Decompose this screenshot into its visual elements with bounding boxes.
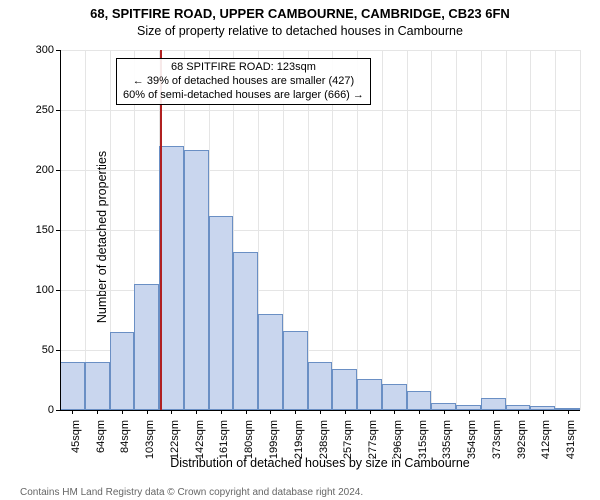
gridline-h — [60, 50, 580, 51]
histogram-bar — [308, 362, 333, 410]
x-tick-mark — [97, 410, 98, 414]
histogram-bar — [332, 369, 357, 410]
x-tick-mark — [543, 410, 544, 414]
x-tick-mark — [147, 410, 148, 414]
x-tick-label: 392sqm — [516, 420, 528, 459]
y-tick-label: 200 — [14, 164, 54, 176]
x-tick-mark — [370, 410, 371, 414]
x-tick-mark — [270, 410, 271, 414]
gridline-v — [431, 50, 432, 410]
histogram-bar — [159, 146, 184, 410]
gridline-v — [407, 50, 408, 410]
x-tick-label: 257sqm — [342, 420, 354, 459]
x-tick-mark — [444, 410, 445, 414]
gridline-v — [456, 50, 457, 410]
histogram-bar — [357, 379, 382, 410]
x-tick-mark — [320, 410, 321, 414]
x-tick-mark — [518, 410, 519, 414]
gridline-v — [85, 50, 86, 410]
y-tick-label: 300 — [14, 44, 54, 56]
callout-line2: ← 39% of detached houses are smaller (42… — [123, 75, 364, 89]
y-tick-label: 100 — [14, 284, 54, 296]
x-tick-label: 199sqm — [268, 420, 280, 459]
histogram-bar — [233, 252, 258, 410]
histogram-bar — [431, 403, 456, 410]
histogram-bar — [382, 384, 407, 410]
x-tick-mark — [469, 410, 470, 414]
x-tick-label: 84sqm — [119, 420, 131, 453]
y-tick-mark — [56, 170, 60, 171]
histogram-bar — [209, 216, 234, 410]
x-tick-mark — [221, 410, 222, 414]
histogram-bar — [134, 284, 159, 410]
x-tick-mark — [493, 410, 494, 414]
x-tick-label: 238sqm — [318, 420, 330, 459]
x-tick-mark — [295, 410, 296, 414]
gridline-h — [60, 110, 580, 111]
gridline-v — [580, 50, 581, 410]
x-tick-mark — [196, 410, 197, 414]
attribution-footer: Contains HM Land Registry data © Crown c… — [20, 487, 363, 498]
page-title: 68, SPITFIRE ROAD, UPPER CAMBOURNE, CAMB… — [0, 6, 600, 21]
footer-line1: Contains HM Land Registry data © Crown c… — [20, 487, 363, 498]
gridline-v — [506, 50, 507, 410]
x-tick-label: 431sqm — [565, 420, 577, 459]
reference-callout-box: 68 SPITFIRE ROAD: 123sqm ← 39% of detach… — [116, 58, 371, 105]
x-tick-label: 161sqm — [218, 420, 230, 459]
x-tick-mark — [122, 410, 123, 414]
x-tick-mark — [394, 410, 395, 414]
chart-container: 68, SPITFIRE ROAD, UPPER CAMBOURNE, CAMB… — [0, 0, 600, 500]
x-tick-label: 142sqm — [194, 420, 206, 459]
histogram-bar — [283, 331, 308, 410]
y-tick-label: 50 — [14, 344, 54, 356]
y-tick-mark — [56, 110, 60, 111]
callout-line3: 60% of semi-detached houses are larger (… — [123, 89, 364, 103]
y-tick-mark — [56, 230, 60, 231]
y-tick-mark — [56, 290, 60, 291]
gridline-v — [382, 50, 383, 410]
histogram-bar — [481, 398, 506, 410]
histogram-bar — [258, 314, 283, 410]
y-tick-label: 250 — [14, 104, 54, 116]
x-tick-mark — [568, 410, 569, 414]
x-tick-label: 219sqm — [293, 420, 305, 459]
gridline-h — [60, 230, 580, 231]
histogram-bar — [407, 391, 432, 410]
y-tick-label: 0 — [14, 404, 54, 416]
gridline-v — [530, 50, 531, 410]
x-tick-label: 64sqm — [95, 420, 107, 453]
x-tick-label: 103sqm — [144, 420, 156, 459]
chart-subtitle: Size of property relative to detached ho… — [0, 24, 600, 38]
x-tick-label: 335sqm — [441, 420, 453, 459]
y-tick-mark — [56, 350, 60, 351]
histogram-bar — [110, 332, 135, 410]
x-tick-mark — [345, 410, 346, 414]
histogram-bar — [184, 150, 209, 410]
x-tick-label: 315sqm — [417, 420, 429, 459]
x-tick-label: 180sqm — [243, 420, 255, 459]
x-tick-mark — [419, 410, 420, 414]
gridline-h — [60, 170, 580, 171]
x-tick-label: 45sqm — [70, 420, 82, 453]
x-tick-label: 122sqm — [169, 420, 181, 459]
gridline-v — [481, 50, 482, 410]
callout-line1: 68 SPITFIRE ROAD: 123sqm — [123, 61, 364, 75]
x-tick-label: 412sqm — [540, 420, 552, 459]
x-tick-label: 296sqm — [392, 420, 404, 459]
gridline-v — [555, 50, 556, 410]
x-tick-label: 277sqm — [367, 420, 379, 459]
x-tick-label: 354sqm — [466, 420, 478, 459]
y-tick-mark — [56, 410, 60, 411]
y-axis-line — [60, 50, 61, 410]
y-tick-mark — [56, 50, 60, 51]
x-tick-mark — [171, 410, 172, 414]
x-tick-mark — [246, 410, 247, 414]
x-tick-mark — [72, 410, 73, 414]
histogram-bar — [85, 362, 110, 410]
x-tick-label: 373sqm — [491, 420, 503, 459]
y-tick-label: 150 — [14, 224, 54, 236]
histogram-bar — [60, 362, 85, 410]
